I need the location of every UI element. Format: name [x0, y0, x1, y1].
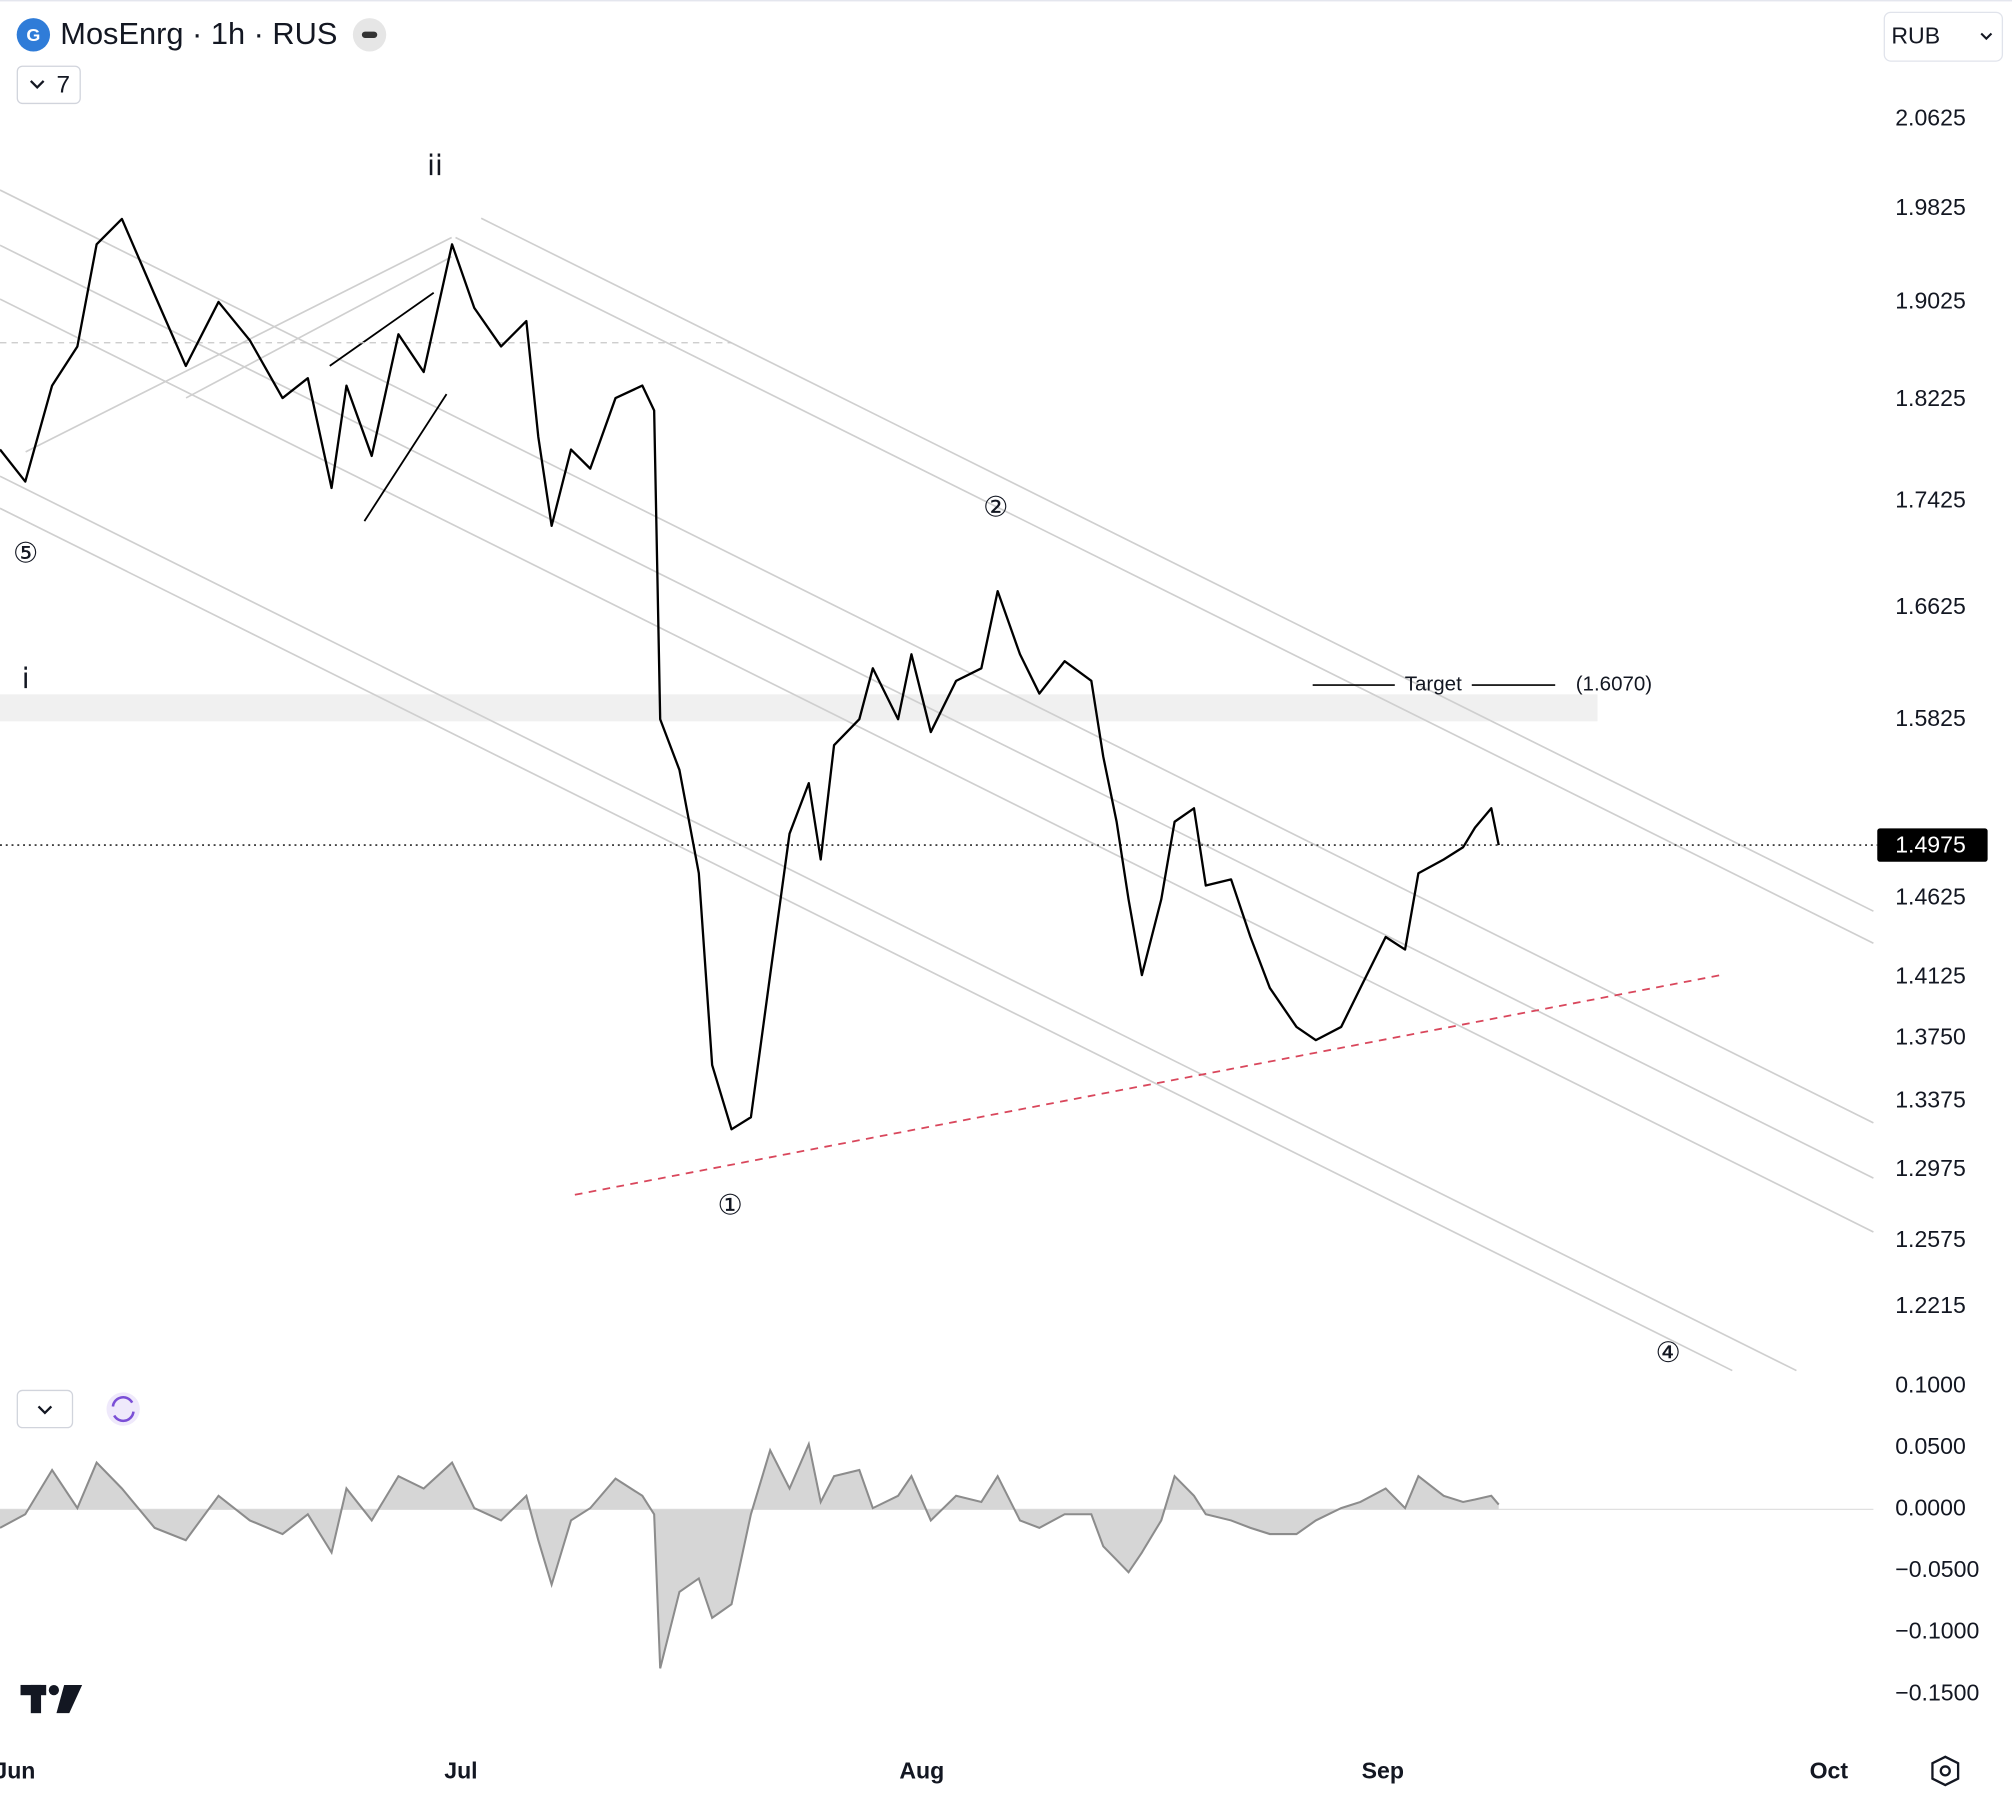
- wave-line: [363, 393, 448, 522]
- wave-label: ii: [427, 149, 443, 182]
- y-tick-label: 1.2975: [1895, 1155, 1966, 1181]
- symbol-logo: [16, 18, 51, 52]
- y-tick-label: 1.3375: [1895, 1086, 1966, 1112]
- symbol-logo-glyph: G: [26, 25, 40, 45]
- currency-label: RUB: [1891, 22, 1940, 48]
- y-tick-label: 1.4125: [1895, 963, 1966, 989]
- y-tick-label: 1.3750: [1895, 1024, 1966, 1050]
- y-tick-label: 0.0000: [1895, 1494, 1966, 1520]
- y-tick-label: 1.2215: [1895, 1292, 1966, 1318]
- y-tick-label: 0.0500: [1895, 1433, 1966, 1459]
- chevron-icon: [37, 1405, 53, 1415]
- y-tick-label: 1.9825: [1895, 194, 1966, 220]
- y-tick-label: 2.0625: [1895, 105, 1966, 131]
- x-tick-label: Jun: [0, 1757, 35, 1783]
- hide-icon: [361, 31, 378, 38]
- refresh-icon: [111, 1395, 135, 1423]
- x-tick-label: Oct: [1810, 1757, 1849, 1783]
- x-tick-label: Aug: [899, 1757, 944, 1783]
- currency-select[interactable]: [1883, 11, 2004, 62]
- wave-line: [329, 291, 435, 367]
- indicators-toggle[interactable]: [16, 65, 81, 105]
- y-tick-label: −0.1000: [1895, 1618, 1979, 1644]
- highlight-band: [0, 694, 1598, 722]
- wave-label: i: [22, 662, 30, 695]
- x-tick-label: Jul: [444, 1757, 477, 1783]
- tv-logo: [20, 1684, 83, 1714]
- target-value: (1.6070): [1576, 673, 1652, 696]
- y-tick-label: 1.6625: [1895, 593, 1966, 619]
- support-line: [574, 974, 1720, 1196]
- price-line: [0, 217, 1500, 1131]
- y-tick-label: 1.7425: [1895, 487, 1966, 513]
- oscillator-area: [0, 1444, 1499, 1669]
- y-tick-label: −0.1500: [1895, 1679, 1979, 1705]
- chevron-icon: [29, 80, 45, 90]
- y-tick-label: −0.0500: [1895, 1556, 1979, 1582]
- chevron-icon: [1980, 32, 1993, 41]
- y-tick-label: 1.4625: [1895, 884, 1966, 910]
- last-price-box: [1877, 828, 1988, 862]
- oscillator-line: [0, 1440, 1500, 1669]
- wave-label: ⑤: [13, 536, 38, 569]
- y-tick-label: 1.2575: [1895, 1226, 1966, 1252]
- last-price-label: 1.4975: [1895, 831, 1966, 857]
- target-label: Target: [1405, 673, 1462, 696]
- wave-label: ①: [717, 1188, 742, 1221]
- wave-label: ④: [1655, 1336, 1680, 1369]
- indicator-count: 7: [56, 72, 70, 99]
- y-tick-label: 1.8225: [1895, 385, 1966, 411]
- channel-lines: [0, 189, 1874, 1372]
- settings-icon[interactable]: [1931, 1755, 1960, 1787]
- pane-toggle[interactable]: [16, 1389, 74, 1429]
- y-tick-label: 0.1000: [1895, 1371, 1966, 1397]
- y-tick-label: 1.9025: [1895, 288, 1966, 314]
- wave-label: ②: [983, 490, 1008, 523]
- symbol-title[interactable]: MosEnrg · 1h · RUS: [60, 16, 337, 51]
- y-tick-label: 1.5825: [1895, 705, 1966, 731]
- x-tick-label: Sep: [1362, 1757, 1404, 1783]
